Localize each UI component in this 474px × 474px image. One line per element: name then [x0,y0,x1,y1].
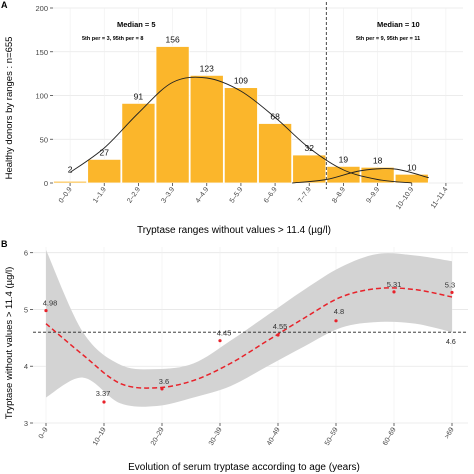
bar-value-label: 109 [234,76,248,86]
bar [189,74,224,184]
panel-b-x-ticks: 0–9 10–19 20–29 30–39 40–49 50–59 60–69 >69 [38,423,456,447]
fit-curve [292,168,429,184]
x-tick-label: 20–29 [150,426,166,446]
x-tick-label: 8–8.9 [331,186,347,204]
panel-label-a: A [1,0,8,10]
bar-value-label: 18 [373,155,383,165]
y-tick-label: 150 [35,48,48,57]
bar [87,158,122,184]
point-value-label: 4.98 [43,299,58,308]
point-value-label: 4.8 [334,307,344,316]
panel-b-points [44,290,454,404]
x-tick-label: 10–10.9 [395,186,415,211]
x-tick-label: 60–69 [382,426,398,446]
data-point [450,290,454,295]
point-value-label: 4.55 [273,322,288,331]
point-value-label: 3.37 [96,389,111,398]
bar-value-label: 123 [200,63,214,73]
bar-value-label: 68 [270,112,280,122]
panel-a-y-ticks: 0 50 100 150 200 [35,4,53,188]
panel-a-value-labels: 2 27 91 156 123 109 68 32 19 18 10 [68,35,417,175]
panel-a-y-axis-title: Healthy donors by ranges : n=655 [4,37,15,180]
bar [223,87,258,184]
panel-label-b: B [1,239,8,249]
left-percentiles-label: 5th per = 3, 95th per = 8 [82,36,143,42]
data-point [218,339,222,343]
panel-a-x-axis-title: Tryptase ranges without values > 11.4 (µ… [137,225,331,236]
panel-b-y-axis-title: Tryptase without values > 11.4 (µg/l) [4,267,15,420]
x-tick-label: 11–11.4 [430,186,450,210]
x-tick-label: 50–59 [324,426,340,446]
y-tick-label: 5 [24,305,28,314]
point-value-label: 5.31 [387,280,402,289]
x-tick-label: 0–9 [38,426,50,440]
x-tick-label: 10–19 [92,426,108,446]
trend-line [45,287,453,389]
y-tick-label: 3 [24,419,28,428]
data-point [276,333,280,337]
bar-value-label: 2 [68,164,73,174]
data-point [392,290,396,294]
right-median-label: Median = 10 [377,20,420,29]
left-median-label: Median = 5 [117,20,156,29]
bar-value-label: 91 [134,91,144,101]
reference-line-label: 4.6 [446,339,456,346]
data-point [160,387,164,391]
x-tick-label: 4–4.9 [195,186,211,204]
confidence-band [46,249,452,407]
y-tick-label: 200 [35,4,48,13]
x-tick-label: 40–49 [266,426,282,446]
panel-b: B 4.98 3.37 3.6 4.45 4.55 4.8 5.31 5.3 4.6 3 4 5 6… [1,239,468,473]
y-tick-label: 100 [35,92,48,101]
panel-a-gridlines [53,7,463,184]
bar-value-label: 156 [165,35,179,45]
x-tick-label: 7–7.9 [297,186,313,204]
panel-b-y-ticks: 3 4 5 6 [24,249,33,428]
x-tick-label: 2–2.9 [126,186,142,204]
panel-b-value-labels: 4.98 3.37 3.6 4.45 4.55 4.8 5.31 5.3 [43,280,456,398]
x-tick-label: >69 [444,426,456,440]
panel-b-x-axis-title: Evolution of serum tryptase according to… [128,462,360,473]
x-tick-label: 0–0.9 [58,186,74,204]
bar-value-label: 10 [407,162,417,172]
y-tick-label: 4 [24,362,28,371]
panel-a-fit-curves [69,76,429,184]
bar [258,123,293,184]
fit-curve [69,76,412,184]
data-point [334,319,338,323]
bar-value-label: 32 [305,143,315,153]
y-tick-label: 0 [44,179,48,188]
data-point [102,400,106,404]
bar-value-label: 27 [100,147,110,157]
data-point [44,308,48,313]
x-tick-label: 5–5.9 [229,186,245,204]
panel-a-x-ticks: 0–0.9 1–1.9 2–2.9 3–3.9 4–4.9 5–5.9 6–6.9 7–7.9… [58,183,450,211]
x-tick-label: 9–9.9 [365,186,381,204]
bar [155,46,190,184]
point-value-label: 5.3 [445,280,455,289]
y-tick-label: 6 [24,249,28,258]
bar-value-label: 19 [339,154,349,164]
bar [53,180,88,184]
x-tick-label: 1–1.9 [92,186,108,204]
bar [292,154,327,184]
point-value-label: 4.45 [217,329,232,338]
x-tick-label: 30–39 [208,426,224,446]
x-tick-label: 3–3.9 [160,186,176,204]
right-percentiles-label: 5th per = 9, 95th per = 11 [356,36,420,42]
bar [121,102,156,184]
y-tick-label: 50 [40,135,48,144]
point-value-label: 3.6 [159,377,169,386]
x-tick-label: 6–6.9 [263,186,279,204]
